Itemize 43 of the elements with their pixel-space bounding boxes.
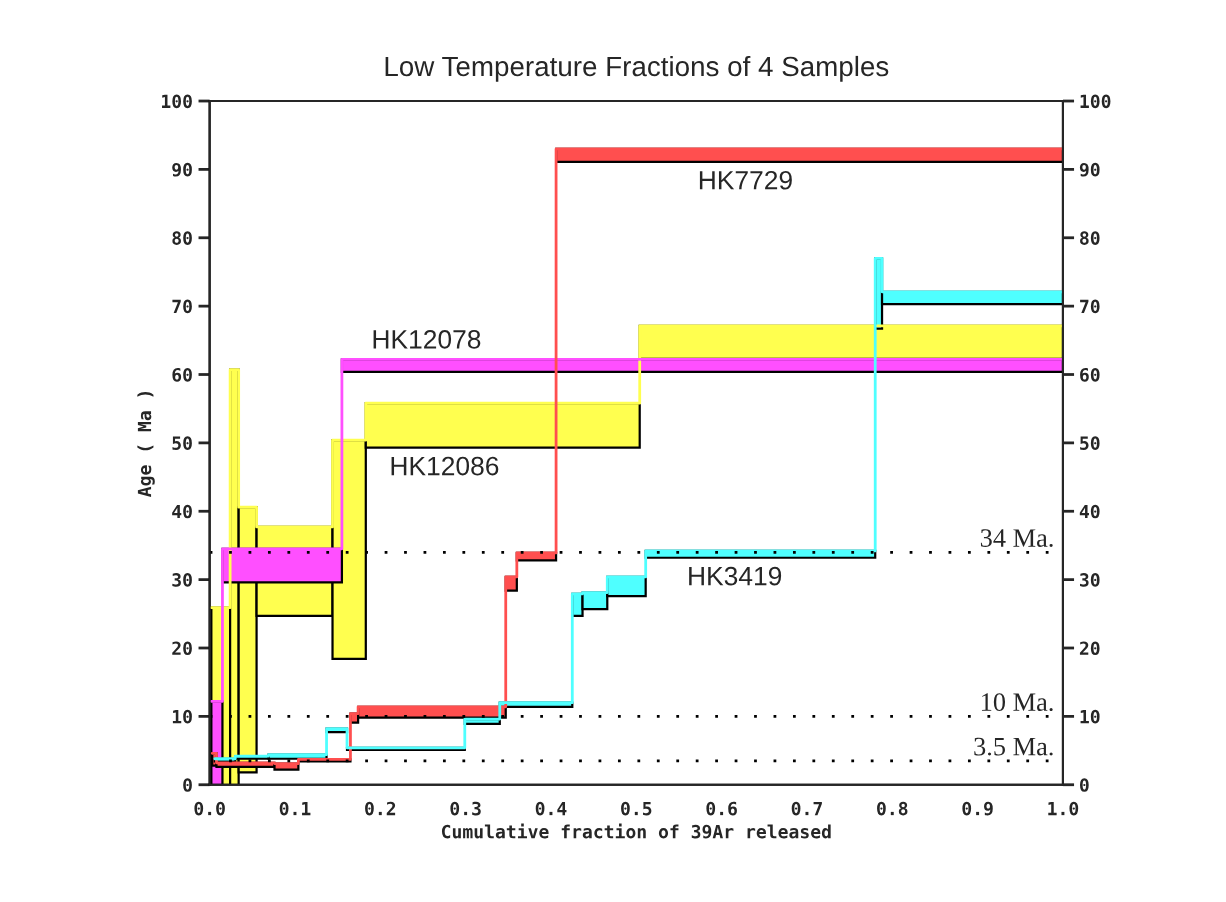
y-tick-label: 0 xyxy=(183,778,192,792)
y2-tick-label: 20 xyxy=(1079,641,1100,656)
y-tick-label: 50 xyxy=(172,436,192,450)
x-tick-label: 0.7 xyxy=(791,801,822,816)
y-tick-label: 100 xyxy=(162,94,192,109)
series-label: HK3419 xyxy=(689,566,782,586)
ref-line-label: 3.5 Ma. xyxy=(974,737,1053,756)
y2-tick-label: 90 xyxy=(1079,162,1100,177)
series-label: HK12086 xyxy=(391,456,499,476)
y-tick-label: 30 xyxy=(172,573,192,587)
series-label: HK12078 xyxy=(373,330,481,349)
x-tick-label: 0.0 xyxy=(194,801,225,816)
y2-tick-label: 70 xyxy=(1080,299,1100,314)
x-tick-label: 0.1 xyxy=(279,801,311,816)
y-tick-label: 90 xyxy=(172,162,192,177)
x-tick-label: 0.9 xyxy=(962,801,993,816)
y2-tick-label: 0 xyxy=(1080,778,1089,792)
x-tick-label: 0.5 xyxy=(621,801,652,816)
y2-tick-label: 10 xyxy=(1080,709,1100,724)
y-tick-label: 70 xyxy=(172,299,192,314)
y2-tick-label: 30 xyxy=(1080,573,1100,587)
y-tick-label: 10 xyxy=(172,709,192,724)
y-tick-label: 40 xyxy=(172,504,192,519)
y-tick-label: 20 xyxy=(172,641,192,656)
y2-tick-label: 80 xyxy=(1080,231,1100,245)
x-tick-label: 0.8 xyxy=(877,801,908,816)
x-tick-label: 1.0 xyxy=(1048,801,1079,816)
x-tick-label: 0.6 xyxy=(706,801,737,816)
y-tick-label: 60 xyxy=(172,367,192,382)
x-tick-label: 0.3 xyxy=(450,801,481,816)
series-label: HK7729 xyxy=(699,170,792,190)
y2-tick-label: 100 xyxy=(1080,94,1111,109)
x-tick-label: 0.4 xyxy=(535,801,567,816)
x-tick-label: 0.2 xyxy=(365,801,396,816)
y2-tick-label: 50 xyxy=(1080,436,1100,450)
ref-line-label: 10 Ma. xyxy=(981,693,1053,712)
x-axis-title: Cumulative fraction of 39Ar released xyxy=(441,823,831,839)
y-axis-title: Age ( Ma ) xyxy=(137,391,155,497)
y-tick-label: 80 xyxy=(172,231,192,245)
y2-tick-label: 40 xyxy=(1079,504,1100,519)
chart-title: Low Temperature Fractions of 4 Samples xyxy=(385,55,889,82)
y2-tick-label: 60 xyxy=(1080,367,1100,382)
ref-line-label: 34 Ma. xyxy=(980,529,1053,548)
